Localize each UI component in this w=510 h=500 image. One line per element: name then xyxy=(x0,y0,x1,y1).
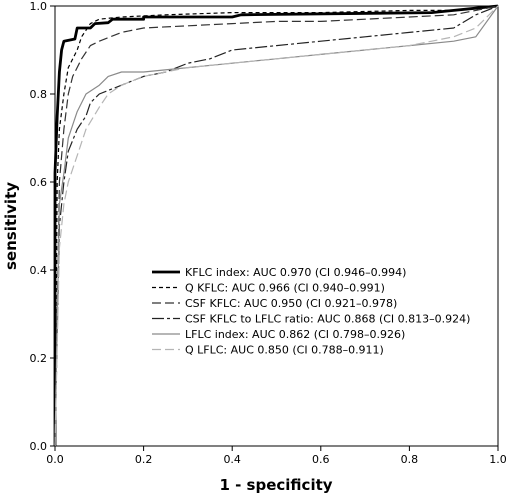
x-tick-label: 1.0 xyxy=(489,453,507,466)
legend-label-5: LFLC index: AUC 0.862 (CI 0.798–0.926) xyxy=(185,328,405,341)
y-tick-label: 0.0 xyxy=(30,440,48,453)
legend-label-2: Q KFLC: AUC 0.966 (CI 0.940–0.991) xyxy=(185,282,385,295)
y-tick-label: 0.6 xyxy=(30,176,48,189)
y-axis-title: sensitivity xyxy=(2,182,20,270)
legend-label-6: Q LFLC: AUC 0.850 (CI 0.788–0.911) xyxy=(185,344,384,357)
x-tick-label: 0.8 xyxy=(401,453,419,466)
series-line-3 xyxy=(54,5,499,447)
x-tick-label: 0.4 xyxy=(223,453,241,466)
x-tick-label: 0.2 xyxy=(135,453,153,466)
y-tick-label: 0.8 xyxy=(30,88,48,101)
legend-label-1: KFLC index: AUC 0.970 (CI 0.946–0.994) xyxy=(185,266,406,279)
series-line-6 xyxy=(54,5,499,447)
series-layer xyxy=(53,4,499,447)
y-tick-label: 0.2 xyxy=(30,352,48,365)
x-axis-ticks: 0.0 0.2 0.4 0.6 0.8 1.0 xyxy=(46,446,507,466)
y-tick-label: 0.4 xyxy=(30,264,48,277)
legend: KFLC index: AUC 0.970 (CI 0.946–0.994) Q … xyxy=(152,266,470,357)
series-line-1 xyxy=(53,4,499,446)
series-line-2 xyxy=(54,5,499,447)
x-tick-label: 0.0 xyxy=(46,453,64,466)
legend-label-4: CSF KFLC to LFLC ratio: AUC 0.868 (CI 0.… xyxy=(185,313,470,326)
y-axis-ticks: 0.0 0.2 0.4 0.6 0.8 1.0 xyxy=(30,0,55,453)
legend-label-3: CSF KFLC: AUC 0.950 (CI 0.921–0.978) xyxy=(185,297,397,310)
series-line-5 xyxy=(54,5,499,447)
x-axis-title: 1 - specificity xyxy=(219,476,332,494)
y-tick-label: 1.0 xyxy=(30,0,48,13)
x-tick-label: 0.6 xyxy=(312,453,330,466)
